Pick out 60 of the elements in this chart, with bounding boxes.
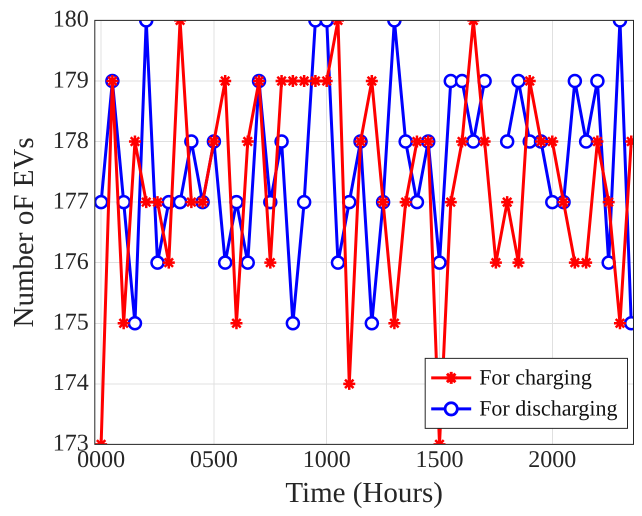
point bbox=[432, 255, 447, 270]
y-tick-label: 174 bbox=[52, 370, 89, 396]
point bbox=[240, 255, 255, 270]
y-tick-label: 180 bbox=[52, 6, 89, 33]
point bbox=[601, 194, 616, 210]
point bbox=[150, 194, 165, 210]
y-tick-label: 178 bbox=[52, 128, 89, 154]
point bbox=[444, 74, 458, 88]
point bbox=[138, 194, 154, 210]
point bbox=[342, 376, 357, 392]
legend-label: For discharging bbox=[479, 396, 618, 421]
x-tick-label: 1500 bbox=[415, 447, 464, 474]
point bbox=[184, 194, 199, 210]
point bbox=[286, 316, 300, 331]
point bbox=[218, 255, 232, 270]
y-tick-label: 179 bbox=[52, 67, 89, 94]
y-axis-title: Number oF EVs bbox=[8, 137, 40, 328]
point bbox=[568, 255, 582, 270]
point bbox=[590, 134, 605, 149]
point bbox=[454, 134, 470, 149]
x-axis-title: Time (Hours) bbox=[285, 477, 443, 510]
point bbox=[218, 74, 232, 88]
point bbox=[330, 255, 346, 270]
point bbox=[296, 194, 312, 210]
point bbox=[568, 74, 582, 88]
point bbox=[590, 74, 605, 88]
point bbox=[500, 134, 514, 149]
point bbox=[545, 194, 560, 210]
point bbox=[578, 255, 594, 270]
point bbox=[545, 134, 560, 149]
point bbox=[398, 134, 413, 149]
point bbox=[150, 255, 165, 270]
point bbox=[172, 194, 188, 210]
point bbox=[477, 134, 492, 149]
y-tick-label: 175 bbox=[52, 310, 89, 336]
point bbox=[364, 316, 380, 331]
point bbox=[578, 134, 594, 149]
point bbox=[229, 316, 244, 331]
point bbox=[398, 194, 413, 210]
point bbox=[128, 316, 142, 331]
point bbox=[128, 134, 142, 149]
point bbox=[274, 74, 289, 88]
point bbox=[466, 134, 481, 149]
point bbox=[522, 74, 537, 88]
point bbox=[387, 316, 402, 331]
point bbox=[240, 134, 255, 149]
x-tick-label: 2000 bbox=[528, 447, 576, 474]
point bbox=[410, 194, 424, 210]
legend-label: For charging bbox=[479, 364, 592, 390]
point bbox=[500, 194, 514, 210]
point bbox=[612, 316, 628, 331]
point bbox=[364, 74, 380, 88]
point bbox=[444, 194, 458, 210]
x-tick-label: 0500 bbox=[190, 447, 238, 474]
x-tick-label: 1000 bbox=[302, 447, 351, 474]
point bbox=[116, 316, 131, 331]
point bbox=[94, 194, 108, 210]
y-tick-label: 176 bbox=[52, 248, 89, 275]
y-tick-label: 177 bbox=[52, 188, 89, 214]
point bbox=[511, 74, 526, 88]
